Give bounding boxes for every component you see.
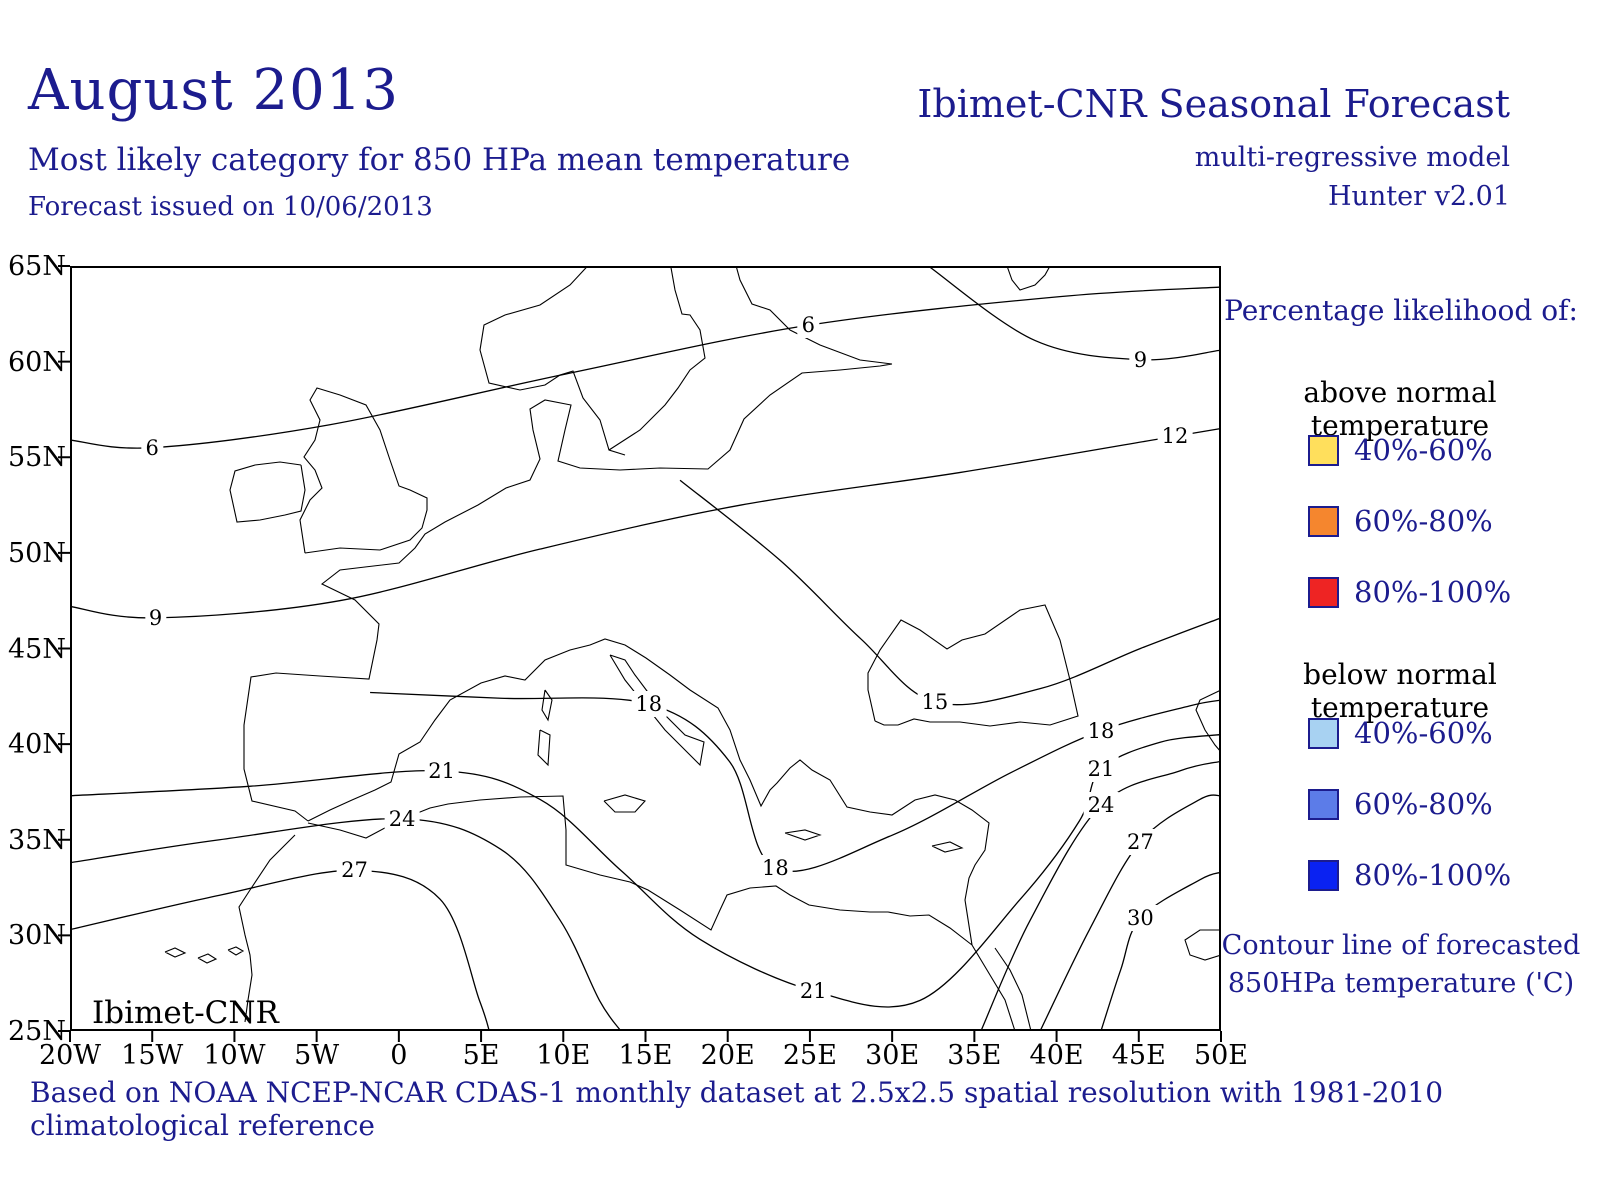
legend-range-label: 60%-80% xyxy=(1354,787,1493,821)
contour-note-line2: 850HPa temperature ('C) xyxy=(1227,968,1575,999)
lat-axis-label: 65N xyxy=(8,251,66,282)
lon-axis-label: 15W xyxy=(121,1040,184,1071)
contour-line-9-12 xyxy=(70,427,1221,619)
contour-label-21: 21 xyxy=(1083,755,1119,782)
legend-swatch xyxy=(1308,860,1339,891)
forecast-issued-date: Forecast issued on 10/06/2013 xyxy=(28,192,433,222)
contour-note-line1: Contour line of forecasted xyxy=(1221,930,1581,961)
lon-axis-label: 15E xyxy=(618,1040,673,1071)
lon-axis-label: 0 xyxy=(390,1040,408,1071)
legend-below-normal-label: below normal temperature xyxy=(1303,658,1497,724)
lon-axis-label: 35E xyxy=(947,1040,1002,1071)
legend-heading: Percentage likelihood of: xyxy=(1224,294,1578,327)
contour-label-9: 9 xyxy=(144,604,167,631)
contour-label-6: 6 xyxy=(141,434,163,461)
contour-label-27: 27 xyxy=(337,857,372,884)
lat-axis-label: 25N xyxy=(8,1016,66,1047)
contour-label-24: 24 xyxy=(384,805,420,832)
legend-swatch xyxy=(1308,577,1339,608)
contour-label-21: 21 xyxy=(424,757,459,784)
legend-range-label: 80%-100% xyxy=(1354,858,1512,892)
lon-axis-label: 45E xyxy=(1111,1040,1166,1071)
legend-range-label: 40%-60% xyxy=(1354,716,1493,750)
contour-label-9: 9 xyxy=(1129,346,1152,373)
legend-swatch xyxy=(1308,718,1339,749)
lon-axis-label: 20W xyxy=(38,1040,102,1071)
legend-range-label: 80%-100% xyxy=(1354,575,1512,609)
lat-axis-label: 45N xyxy=(8,633,66,665)
lon-axis-label: 20E xyxy=(700,1040,755,1071)
lon-axis-label: 5E xyxy=(462,1040,500,1071)
contour-line-27 xyxy=(70,869,490,1031)
contour-label-24: 24 xyxy=(1083,792,1119,819)
legend-swatch xyxy=(1308,506,1339,537)
contour-line-6 xyxy=(70,286,1221,449)
contour-line-30 xyxy=(1100,871,1221,1031)
map-border xyxy=(70,266,1221,1031)
lon-axis-label: 10E xyxy=(536,1040,591,1071)
coastline-path xyxy=(164,266,1221,1031)
contour-line-21 xyxy=(70,733,1221,1008)
lon-axis-label: 40E xyxy=(1029,1040,1084,1071)
lat-axis-label: 35N xyxy=(8,824,66,856)
contour-label-15: 15 xyxy=(917,689,953,716)
contour-line-24 xyxy=(70,817,622,1031)
contour-line-15 xyxy=(679,479,1221,706)
contour-label-30: 30 xyxy=(1123,905,1158,932)
legend-swatch xyxy=(1308,435,1339,466)
lat-axis-label: 60N xyxy=(8,346,66,378)
lon-axis-label: 10W xyxy=(203,1040,266,1071)
temperature-contours xyxy=(70,266,1221,1031)
lon-axis-label: 50E xyxy=(1193,1040,1249,1071)
model-name: multi-regressive model xyxy=(1194,142,1510,173)
contour-line-9 xyxy=(927,266,1221,361)
model-version: Hunter v2.01 xyxy=(1327,181,1510,212)
page-subtitle: Most likely category for 850 HPa mean te… xyxy=(28,142,851,178)
coastline xyxy=(164,266,1221,1031)
contour-label-6: 6 xyxy=(797,312,819,339)
lat-axis-label: 50N xyxy=(8,537,66,569)
page-title: August 2013 xyxy=(28,58,399,123)
lon-axis-label: 5W xyxy=(294,1040,340,1071)
legend-range-label: 60%-80% xyxy=(1354,504,1493,538)
contour-label-21: 21 xyxy=(795,977,831,1004)
contour-label-27: 27 xyxy=(1123,828,1158,855)
lat-axis-label: 30N xyxy=(8,920,66,952)
contour-label-12: 12 xyxy=(1157,423,1193,450)
legend-range-label: 40%-60% xyxy=(1354,433,1493,467)
axis-ticks xyxy=(58,265,1222,1042)
contour-label-18: 18 xyxy=(758,855,793,882)
footer-caption: Based on NOAA NCEP-NCAR CDAS-1 monthly d… xyxy=(30,1076,1444,1142)
contour-line-24 xyxy=(980,760,1221,1031)
legend-swatch xyxy=(1308,789,1339,820)
contour-label-18: 18 xyxy=(631,690,667,717)
lon-axis-label: 30E xyxy=(865,1040,920,1071)
lat-axis-label: 40N xyxy=(8,729,66,761)
legend-above-normal-label: above normal temperature xyxy=(1303,376,1497,442)
lon-axis-label: 25E xyxy=(782,1040,837,1071)
contour-label-18: 18 xyxy=(1083,717,1119,744)
map-watermark: Ibimet-CNR xyxy=(92,995,279,1031)
lat-axis-label: 55N xyxy=(8,442,66,474)
organization-title: Ibimet-CNR Seasonal Forecast xyxy=(917,82,1510,126)
